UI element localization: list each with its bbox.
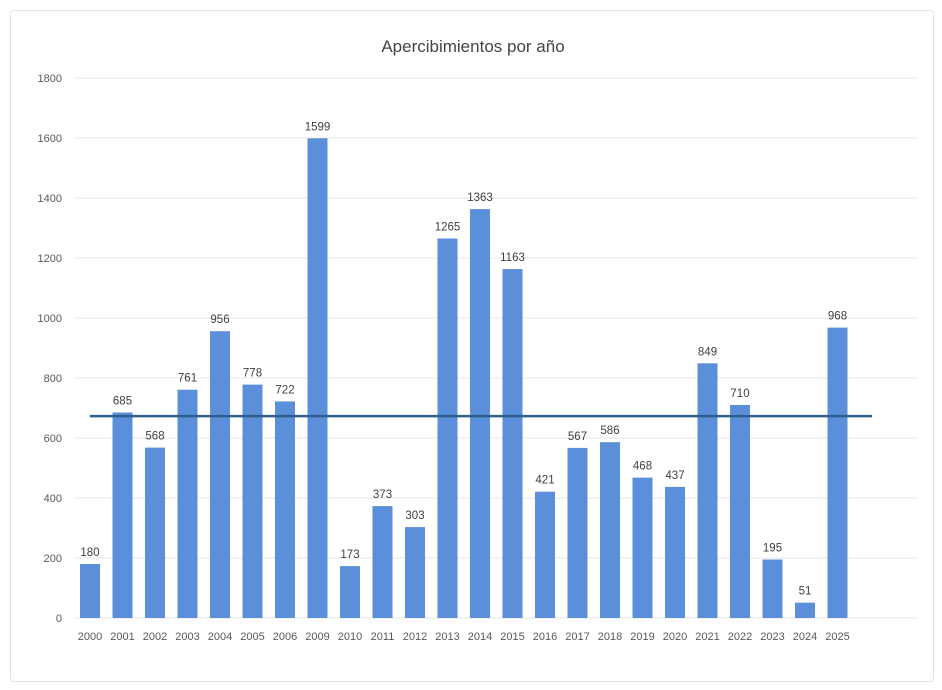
x-tick-label: 2015 bbox=[500, 631, 524, 643]
y-tick-label: 1200 bbox=[38, 253, 62, 265]
y-tick-label: 400 bbox=[44, 493, 62, 505]
bar bbox=[372, 506, 393, 618]
x-tick-label: 2011 bbox=[371, 631, 395, 643]
x-tick-label: 2019 bbox=[630, 631, 654, 643]
y-tick-label: 200 bbox=[44, 553, 62, 565]
data-label: 568 bbox=[145, 431, 164, 443]
x-tick-label: 2000 bbox=[78, 631, 102, 643]
chart-title: Apercibimientos por año bbox=[381, 37, 565, 56]
bar bbox=[632, 477, 653, 618]
bar bbox=[470, 209, 490, 618]
data-label: 437 bbox=[665, 470, 684, 482]
x-tick-label: 2022 bbox=[728, 631, 752, 643]
x-tick-label: 2004 bbox=[208, 631, 232, 643]
data-label: 1363 bbox=[467, 192, 493, 204]
x-tick-label: 2001 bbox=[110, 631, 134, 643]
data-label: 421 bbox=[535, 475, 554, 487]
y-tick-label: 600 bbox=[44, 433, 62, 445]
data-label: 468 bbox=[633, 461, 652, 473]
x-tick-label: 2012 bbox=[403, 631, 427, 643]
data-label: 761 bbox=[178, 373, 197, 385]
x-tick-label: 2014 bbox=[468, 631, 492, 643]
data-label: 586 bbox=[600, 425, 619, 437]
x-tick-label: 2016 bbox=[533, 631, 557, 643]
bar bbox=[242, 384, 263, 618]
data-label: 180 bbox=[80, 547, 99, 559]
data-label: 567 bbox=[568, 431, 587, 443]
data-label: 1265 bbox=[435, 222, 461, 234]
bar bbox=[275, 401, 295, 618]
bar bbox=[827, 327, 848, 618]
data-label: 51 bbox=[799, 586, 812, 598]
y-tick-label: 0 bbox=[56, 613, 62, 625]
x-tick-label: 2024 bbox=[793, 631, 817, 643]
bar bbox=[437, 238, 458, 618]
bar bbox=[145, 447, 165, 618]
bar bbox=[307, 138, 328, 619]
x-tick-label: 2023 bbox=[760, 631, 784, 643]
data-label: 1599 bbox=[305, 121, 331, 133]
y-tick-label: 1400 bbox=[38, 193, 62, 205]
data-label: 722 bbox=[275, 384, 294, 396]
x-tick-label: 2025 bbox=[825, 631, 849, 643]
bar bbox=[567, 447, 588, 618]
bar bbox=[762, 559, 783, 618]
y-tick-label: 800 bbox=[44, 373, 62, 385]
y-tick-label: 1000 bbox=[38, 313, 62, 325]
data-label: 685 bbox=[113, 396, 132, 408]
bar bbox=[600, 442, 620, 618]
data-label: 956 bbox=[210, 314, 229, 326]
y-tick-label: 1600 bbox=[38, 133, 62, 145]
x-tick-label: 2009 bbox=[305, 631, 329, 643]
x-tick-label: 2002 bbox=[143, 631, 167, 643]
x-tick-label: 2010 bbox=[338, 631, 362, 643]
bar bbox=[535, 491, 555, 618]
bar bbox=[340, 566, 360, 618]
data-label: 303 bbox=[405, 510, 424, 522]
x-tick-label: 2006 bbox=[273, 631, 297, 643]
bar bbox=[665, 486, 685, 618]
x-tick-label: 2017 bbox=[565, 631, 589, 643]
data-label: 1163 bbox=[500, 252, 525, 264]
bar bbox=[795, 602, 815, 618]
bar bbox=[112, 412, 133, 618]
data-label: 173 bbox=[340, 549, 359, 561]
data-label: 968 bbox=[828, 311, 847, 323]
bar bbox=[502, 269, 523, 618]
bar bbox=[405, 527, 425, 618]
x-tick-label: 2021 bbox=[695, 631, 719, 643]
bar bbox=[210, 331, 230, 618]
bar bbox=[730, 405, 750, 618]
x-tick-label: 2018 bbox=[598, 631, 622, 643]
bar bbox=[177, 389, 198, 618]
x-tick-label: 2020 bbox=[663, 631, 687, 643]
data-label: 195 bbox=[763, 543, 782, 555]
bar bbox=[80, 564, 100, 618]
x-tick-label: 2005 bbox=[240, 631, 264, 643]
data-label: 373 bbox=[373, 489, 392, 501]
data-label: 778 bbox=[243, 368, 262, 380]
data-label: 710 bbox=[730, 388, 749, 400]
x-tick-label: 2013 bbox=[435, 631, 459, 643]
data-label: 849 bbox=[698, 346, 717, 358]
x-tick-label: 2003 bbox=[175, 631, 199, 643]
bar bbox=[697, 363, 718, 618]
y-tick-label: 1800 bbox=[38, 73, 62, 85]
